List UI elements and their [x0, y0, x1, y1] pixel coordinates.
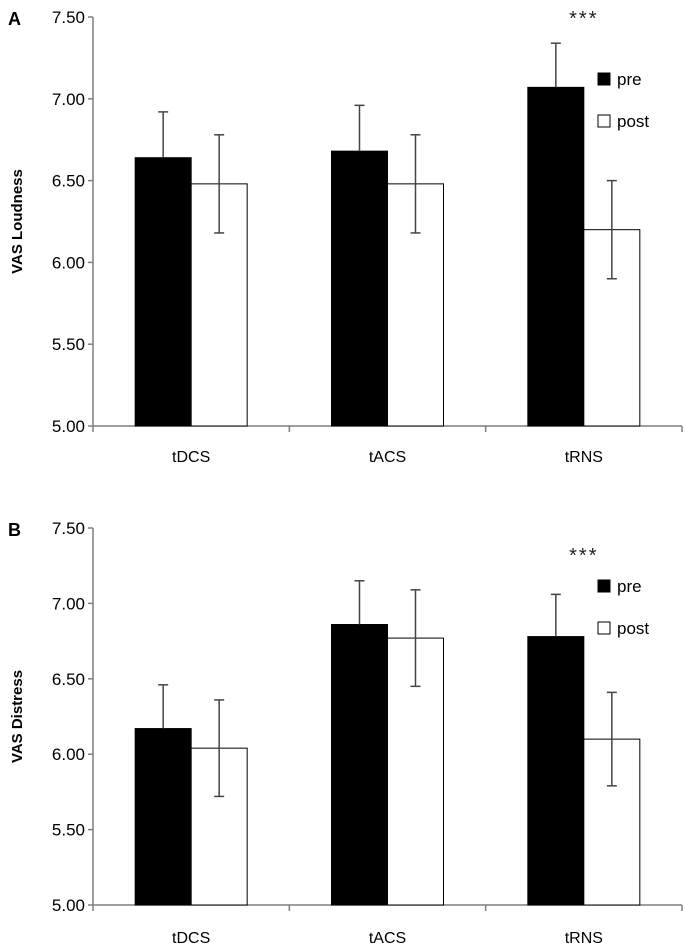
legend-swatch-post — [597, 621, 611, 635]
y-tick-label: 5.00 — [52, 896, 85, 915]
bar-pre — [527, 636, 585, 906]
bar-pre — [527, 86, 585, 427]
y-axis-label: VAS Distress — [9, 670, 26, 763]
legend-label-pre: pre — [617, 70, 642, 89]
y-tick-label: 5.50 — [52, 821, 85, 840]
panel-label: B — [8, 520, 21, 540]
bar-pre — [134, 728, 192, 906]
y-tick-label: 6.50 — [52, 172, 85, 191]
bar-pre — [331, 150, 388, 427]
legend-swatch-post — [597, 114, 611, 128]
y-tick-label: 5.50 — [52, 335, 85, 354]
category-label: tACS — [369, 449, 406, 466]
category-label: tACS — [369, 930, 406, 947]
legend-swatch-pre — [597, 579, 611, 593]
y-tick-label: 6.00 — [52, 253, 85, 272]
category-label: tRNS — [565, 930, 603, 947]
category-label: tDCS — [172, 449, 210, 466]
category-label: tRNS — [565, 449, 603, 466]
y-tick-label: 6.50 — [52, 670, 85, 689]
legend-swatch-pre — [597, 72, 611, 86]
y-tick-label: 7.50 — [52, 8, 85, 27]
y-tick-label: 7.50 — [52, 519, 85, 538]
y-tick-label: 7.00 — [52, 594, 85, 613]
panel-label: A — [8, 9, 21, 29]
significance-annotation: *** — [569, 545, 598, 567]
y-tick-label: 5.00 — [52, 417, 85, 436]
y-tick-label: 7.00 — [52, 90, 85, 109]
significance-annotation: *** — [569, 8, 598, 30]
legend-label-pre: pre — [617, 577, 642, 596]
bar-pre — [331, 624, 388, 906]
y-axis-label: VAS Loudness — [9, 169, 26, 274]
category-label: tDCS — [172, 930, 210, 947]
bar-pre — [134, 157, 192, 427]
legend-label-post: post — [617, 112, 649, 131]
legend-label-post: post — [617, 619, 649, 638]
y-tick-label: 6.00 — [52, 745, 85, 764]
